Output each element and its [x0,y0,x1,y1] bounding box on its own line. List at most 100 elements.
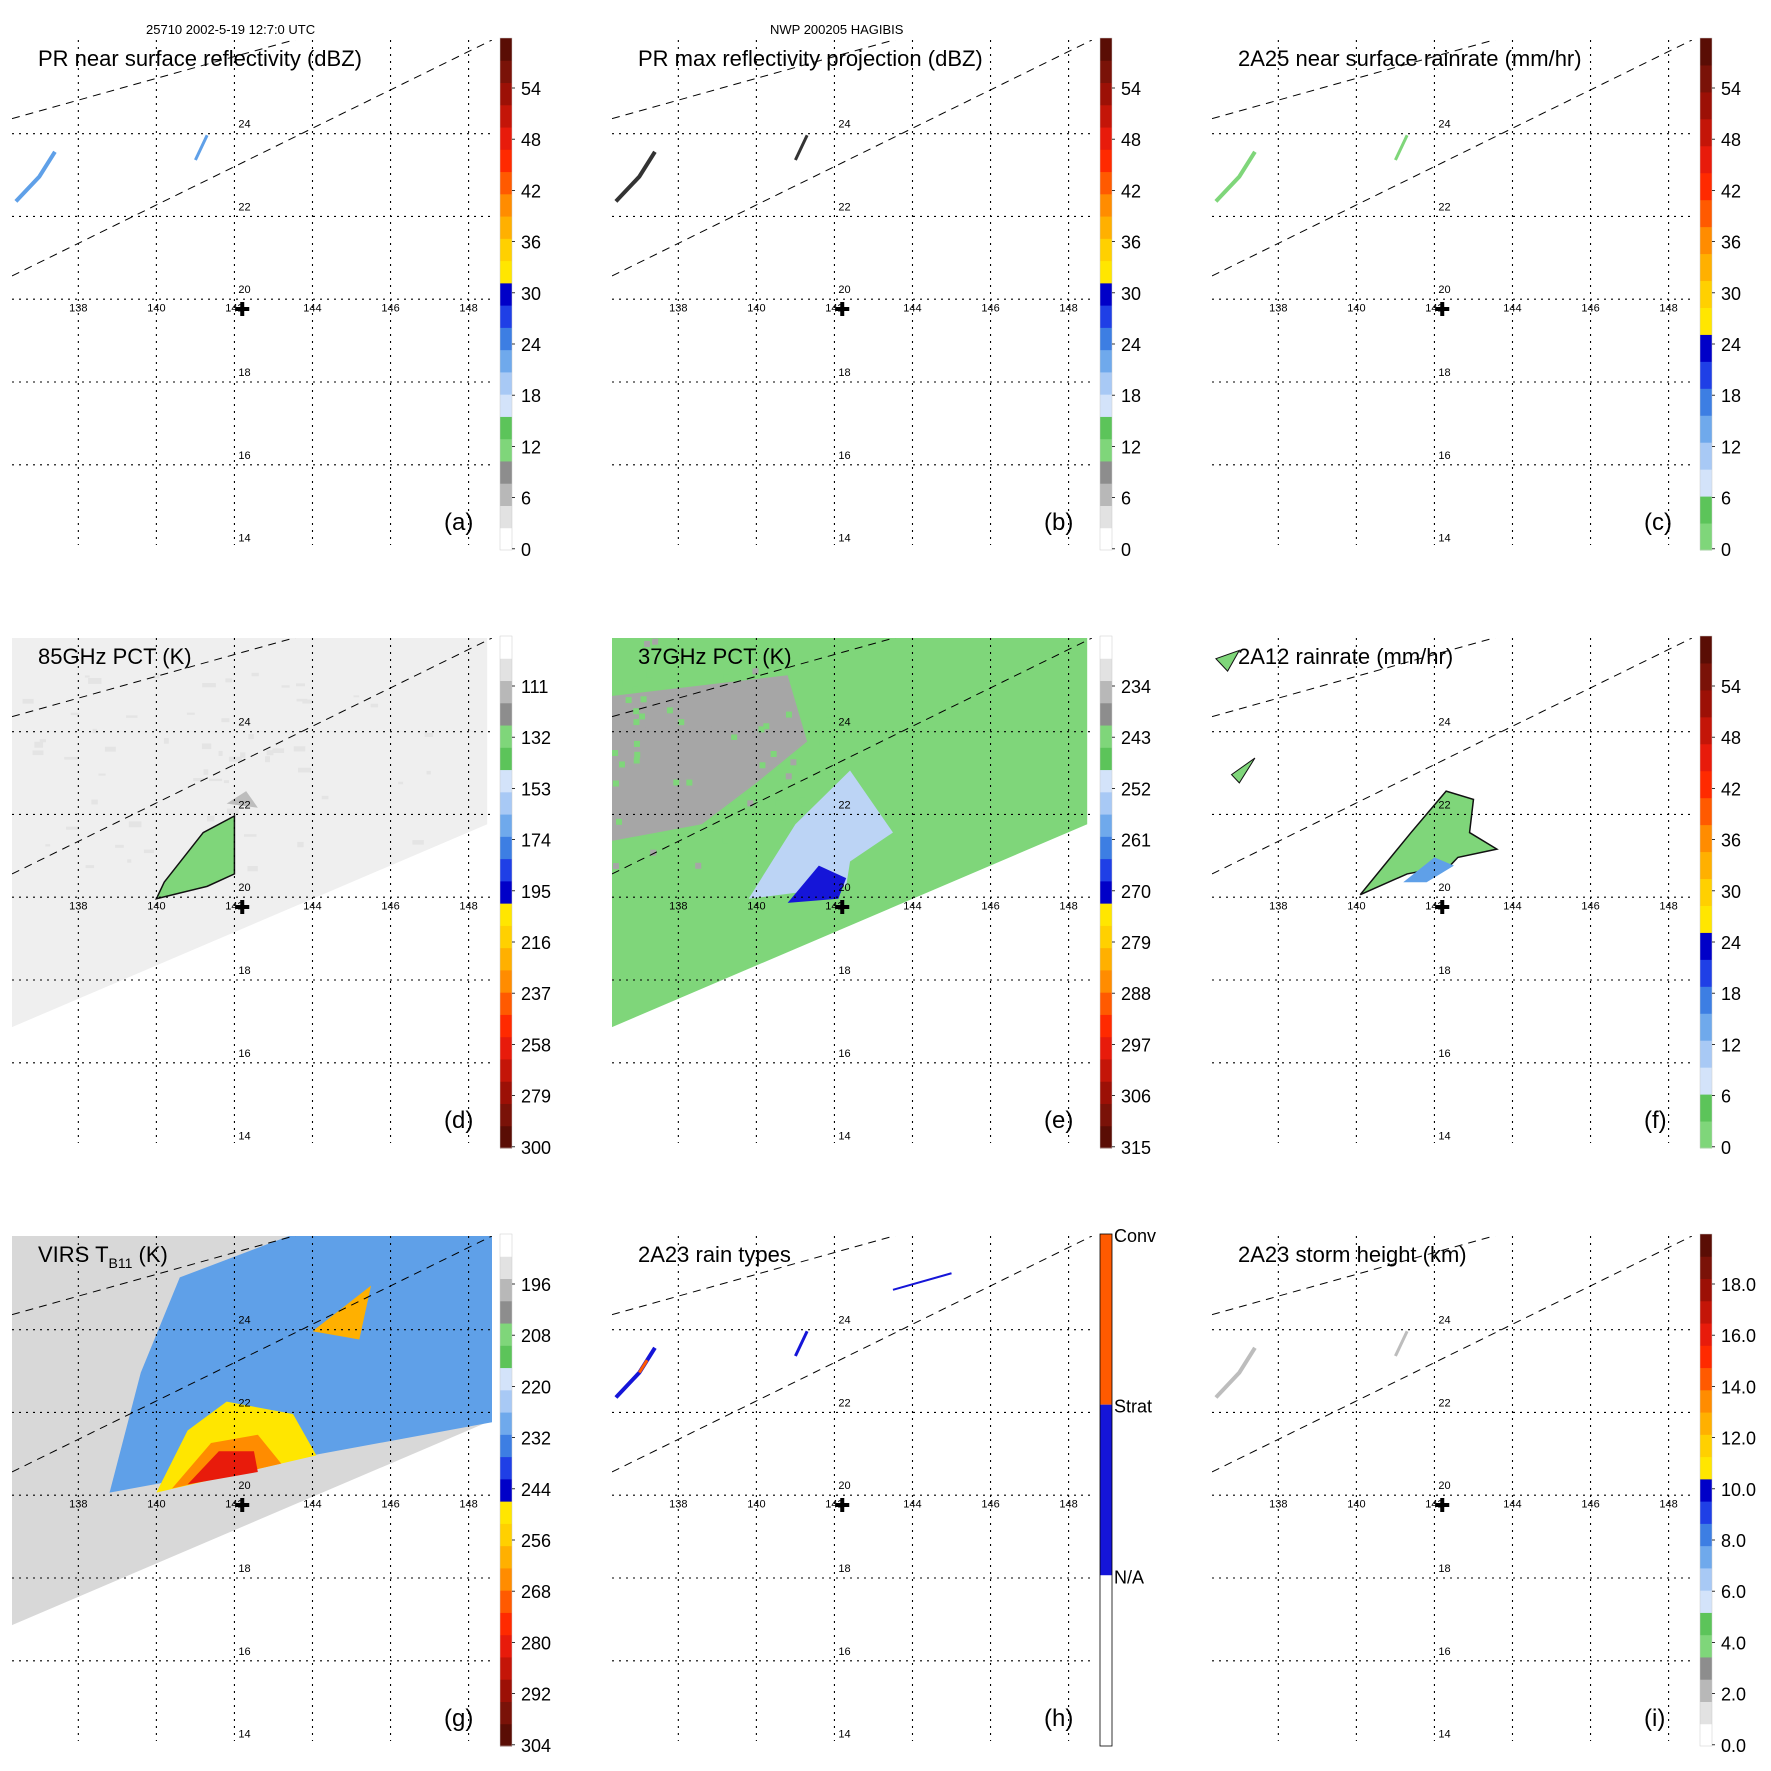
colorbar-tick-label: 48 [521,130,541,150]
rain-cells [1394,134,1409,161]
colorbar-tick-label: 54 [521,79,541,99]
colorbar-tick-label: 237 [521,984,551,1004]
lon-tick-label: 140 [747,901,765,913]
colorbar-tick-label: 258 [521,1035,551,1055]
field-texture [652,638,659,645]
colorbar-segment [500,438,512,462]
field-texture [633,708,640,715]
colorbar-segment [500,1300,512,1324]
cold-region [226,791,258,808]
lat-tick-label: 22 [238,799,250,811]
panel-e: 24 22 20 18 16 14 138 140 142 144 146 148 37GHz PCT … [612,638,1092,1143]
colorbar-tick-label: 132 [521,728,551,748]
panel-title: 2A25 near surface rainrate (mm/hr) [1238,46,1582,71]
colorbar-segment [1100,1058,1112,1082]
colorbar-segment [1100,747,1112,771]
field-texture [203,769,209,775]
lon-tick-label: 138 [669,1499,687,1511]
field-texture [207,815,215,822]
colorbar-segment [1700,1121,1712,1149]
colorbar-segment [500,327,512,351]
colorbar-segment [1100,880,1112,904]
lon-tick-label: 146 [381,901,399,913]
colorbar-segment [500,1523,512,1547]
lon-tick-label: 138 [1269,901,1287,913]
lon-tick-label: 148 [459,303,477,315]
colorbar-segment [1700,1412,1712,1435]
field-texture [820,788,827,795]
colorbar-tick-label: 243 [1121,728,1151,748]
rain-cells [794,1330,809,1357]
colorbar-tick-label: 6 [1721,489,1731,509]
colorbar-tick-label: 48 [1121,130,1141,150]
colorbar-segment [500,1323,512,1346]
field-texture [634,751,641,758]
colorbar-tick-label: 2.0 [1721,1685,1746,1705]
lat-tick-label: 14 [238,533,250,545]
colorbar-segment [1100,969,1112,993]
field-texture [612,780,619,787]
field-texture [773,720,780,727]
lon-tick-label: 144 [903,901,921,913]
field-texture [34,741,44,748]
lat-tick-label: 20 [1438,882,1450,894]
field-texture [722,837,729,844]
colorbar-segment [1100,505,1112,529]
colorbar-segment [500,1058,512,1082]
field-texture [612,863,619,870]
colorbar-i: 18.0 16.0 14.0 12.0 10.0 8.0 6.0 4.0 2.0 0.0 [1699,1233,1756,1756]
field-texture [70,712,80,716]
colorbar-segment [1700,38,1712,66]
colorbar-segment [1100,282,1112,306]
swath-edge [612,40,1092,277]
field-texture [296,698,308,702]
panel-title-unit: (K) [132,1242,167,1267]
lon-tick-label: 146 [1581,901,1599,913]
colorbar-segment [500,791,512,815]
colorbar-tick-label: 24 [1721,933,1741,953]
lon-tick-label: 138 [69,1499,87,1511]
lon-tick-label: 144 [1503,901,1521,913]
lat-tick-label: 16 [1438,1048,1450,1060]
field-texture [302,699,312,704]
lon-tick-label: 146 [981,303,999,315]
panel-content: 24 22 20 18 16 14 138 140 142 144 146 148 [612,40,1092,545]
colorbar-segment [1700,361,1712,389]
panel-title: 85GHz PCT (K) [38,644,192,669]
panel-i: 24 22 20 18 16 14 138 140 142 144 146 148 2A23 storm… [1212,1236,1692,1741]
field-texture [819,739,826,746]
colorbar-segment [1100,38,1112,61]
colorbar-segment [1700,1501,1712,1524]
lat-tick-label: 14 [838,533,850,545]
colorbar-segment [500,1456,512,1480]
field-texture [642,805,649,812]
colorbar-tick-label: 18 [521,386,541,406]
colorbar-tick-label: 6 [1121,489,1131,509]
field-texture [851,641,858,648]
colorbar-segment [500,702,512,726]
panel-h: 24 22 20 18 16 14 138 140 142 144 146 148 2A23 rain … [612,1236,1092,1741]
colorbar-segment [1100,836,1112,860]
colorbar-tick-label: 54 [1121,79,1141,99]
lat-tick-label: 20 [838,284,850,296]
colorbar-segment [500,1701,512,1725]
field-texture [666,768,673,775]
colorbar-tick-label: 292 [521,1685,551,1705]
colorbar-segment [500,769,512,793]
colorbar-tick-label: 297 [1121,1035,1151,1055]
lat-tick-label: 24 [838,119,850,131]
colorbar-segment [1700,1590,1712,1613]
lat-tick-label: 16 [838,1048,850,1060]
colorbar-segment [500,925,512,949]
field-texture [763,723,770,730]
colorbar-segment [1700,226,1712,255]
colorbar-h: Conv Strat N/A [1099,1226,1156,1747]
colorbar-tick-label: 42 [1721,779,1741,799]
colorbar-segment [500,349,512,373]
colorbar-segment [1100,925,1112,949]
panel-content: 24 22 20 18 16 14 138 140 142 144 146 148 [612,1236,1092,1741]
colorbar-segment [1700,1234,1712,1257]
colorbar-tick-label: 280 [521,1633,551,1653]
field-texture [66,826,80,830]
colorbar-segment [1700,1040,1712,1068]
